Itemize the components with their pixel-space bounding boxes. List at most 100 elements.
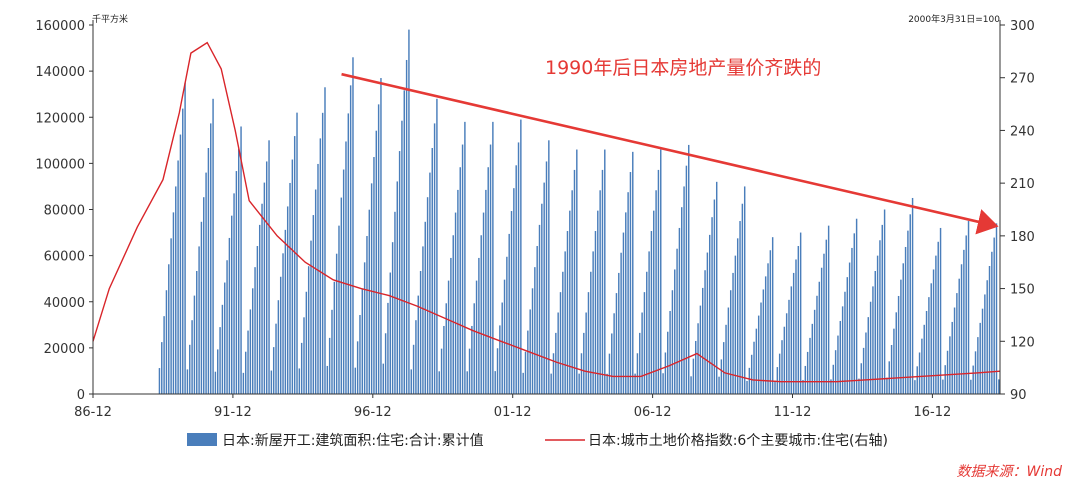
- bar: [424, 221, 426, 394]
- bar: [890, 344, 893, 394]
- bar: [401, 120, 403, 395]
- bar: [806, 351, 809, 394]
- bar: [487, 167, 489, 394]
- bar: [799, 232, 802, 394]
- bar: [342, 169, 345, 394]
- bar: [305, 291, 308, 394]
- bar: [893, 328, 895, 394]
- y-left-tick-label: 120000: [35, 111, 85, 126]
- bar: [832, 364, 835, 394]
- bar: [797, 246, 800, 394]
- bar: [715, 181, 718, 394]
- bar: [466, 371, 468, 394]
- bar: [991, 251, 993, 394]
- x-tick-label: 91-12: [214, 405, 252, 420]
- bar: [170, 238, 172, 394]
- bar: [646, 271, 648, 394]
- bar: [520, 119, 522, 394]
- bar: [662, 373, 664, 394]
- bar: [988, 266, 991, 394]
- bar: [970, 379, 972, 394]
- bar: [760, 302, 762, 394]
- bar: [394, 211, 396, 394]
- bar: [622, 232, 625, 394]
- y-right-tick-label: 300: [1010, 19, 1035, 34]
- right-unit-label: 2000年3月31日=100: [908, 13, 1000, 25]
- bar: [224, 282, 226, 394]
- bar: [757, 315, 760, 394]
- bar: [942, 379, 944, 394]
- bar: [627, 192, 629, 394]
- bar: [254, 267, 256, 394]
- bar: [163, 316, 165, 394]
- bar: [541, 203, 543, 394]
- bar: [265, 161, 268, 394]
- bar: [417, 295, 419, 394]
- bar: [660, 149, 662, 394]
- bar: [387, 302, 389, 394]
- bar: [310, 240, 312, 394]
- bar: [328, 337, 331, 394]
- bar: [247, 330, 249, 394]
- x-tick-label: 06-12: [634, 405, 672, 420]
- bar: [503, 279, 506, 394]
- x-axis-ticks: 86-12 91-12 96-12 01-12 06-12 11-12 16-12: [74, 394, 951, 420]
- bar: [506, 256, 508, 394]
- bar: [995, 223, 998, 394]
- y-right-tick-label: 210: [1010, 177, 1035, 192]
- bar-series: [158, 29, 1000, 395]
- trend-arrow-line: [341, 72, 999, 235]
- bar: [235, 171, 238, 394]
- bar: [464, 121, 466, 395]
- bar: [377, 104, 380, 395]
- bar: [972, 365, 974, 394]
- bar: [925, 310, 928, 394]
- bar: [639, 332, 641, 394]
- bar: [867, 317, 869, 395]
- y-left-tick-label: 0: [77, 388, 85, 403]
- bar: [347, 113, 350, 394]
- bar: [368, 209, 371, 394]
- bar: [548, 140, 550, 394]
- bar: [732, 272, 734, 394]
- bar: [555, 332, 557, 394]
- bar: [907, 230, 909, 394]
- bar: [354, 367, 357, 394]
- bar: [527, 330, 529, 394]
- bar: [655, 190, 657, 394]
- bar: [960, 264, 963, 394]
- bar: [485, 189, 487, 394]
- bar: [179, 134, 182, 395]
- bar: [695, 340, 697, 394]
- bar: [641, 312, 643, 394]
- bar: [736, 238, 739, 394]
- y-right-tick-label: 90: [1010, 388, 1027, 403]
- bar: [914, 380, 916, 394]
- bar: [629, 172, 632, 394]
- bar: [405, 59, 408, 394]
- bar: [932, 269, 935, 394]
- bar: [869, 301, 872, 394]
- bar: [186, 369, 189, 394]
- bar: [741, 203, 744, 394]
- bar: [937, 241, 939, 394]
- bar: [279, 276, 282, 394]
- bar: [207, 148, 210, 394]
- bar: [883, 209, 886, 394]
- bar: [270, 370, 273, 394]
- bar: [363, 262, 366, 394]
- bar: [895, 312, 897, 394]
- legend-line-label: 日本:城市土地价格指数:6个主要城市:住宅(右轴): [588, 432, 888, 449]
- bar: [606, 373, 608, 394]
- y-right-tick-label: 270: [1010, 72, 1035, 87]
- bar: [380, 78, 382, 394]
- x-tick-label: 16-12: [914, 405, 952, 420]
- bar: [303, 317, 305, 394]
- bar: [986, 280, 988, 394]
- bar: [193, 295, 196, 394]
- bar: [676, 248, 678, 394]
- bar: [459, 167, 461, 394]
- bar: [321, 112, 324, 394]
- bar: [261, 203, 263, 394]
- legend-bar-label: 日本:新屋开工:建筑面积:住宅:合计:累计值: [222, 433, 484, 449]
